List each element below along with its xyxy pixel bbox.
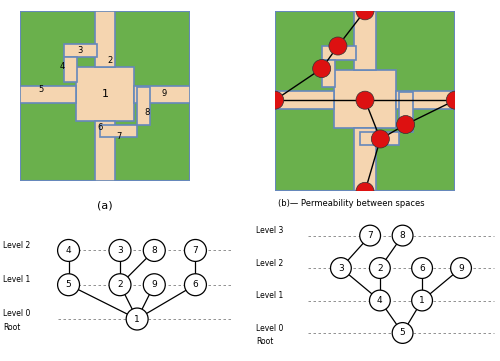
Circle shape [184,239,206,261]
Text: 2: 2 [377,264,382,273]
Text: Level 2: Level 2 [4,241,30,250]
Text: 3: 3 [78,46,83,55]
Text: 8: 8 [400,231,406,240]
Circle shape [396,116,414,134]
Circle shape [446,91,464,109]
Circle shape [370,258,390,278]
Circle shape [392,323,413,343]
Bar [334,70,396,128]
Text: Level 0: Level 0 [256,323,284,332]
Text: 3: 3 [117,246,123,255]
Text: 9: 9 [458,264,464,273]
Text: 2: 2 [117,280,123,289]
Circle shape [372,130,390,148]
Circle shape [330,258,351,278]
Bar [64,57,77,82]
Bar [396,91,456,109]
Circle shape [58,239,80,261]
Text: 9: 9 [162,90,167,99]
Circle shape [360,225,380,246]
Bar [137,87,150,125]
Text: Level 1: Level 1 [4,275,30,284]
Text: 4: 4 [377,296,382,305]
Text: 2: 2 [108,56,112,65]
Text: 4: 4 [66,246,71,255]
Circle shape [329,37,347,55]
Text: 5: 5 [66,280,71,289]
Text: 1: 1 [134,314,140,323]
Bar [275,91,334,109]
Circle shape [109,274,131,296]
Text: 9: 9 [152,280,157,289]
Bar [64,44,96,57]
Text: 6: 6 [419,264,425,273]
Text: 5: 5 [400,329,406,338]
Bar [100,125,137,137]
Bar [95,11,115,67]
Text: Root: Root [4,323,21,332]
Circle shape [356,2,374,20]
Text: (b)— Permeability between spaces: (b)— Permeability between spaces [278,199,425,208]
Text: 8: 8 [144,108,150,117]
Bar [360,132,400,145]
Circle shape [126,308,148,330]
Circle shape [356,182,374,200]
Text: Level 2: Level 2 [256,259,283,268]
Circle shape [144,239,166,261]
Text: 7: 7 [192,246,198,255]
Text: 7: 7 [368,231,373,240]
Text: 8: 8 [152,246,157,255]
Bar [95,121,115,180]
Text: 1: 1 [419,296,425,305]
Circle shape [144,274,166,296]
Text: (a): (a) [97,201,113,211]
Circle shape [109,239,131,261]
Text: Level 0: Level 0 [4,309,31,318]
Circle shape [356,91,374,109]
Text: 6: 6 [192,280,198,289]
Circle shape [184,274,206,296]
Text: Level 3: Level 3 [256,226,284,235]
Circle shape [412,290,432,311]
Text: 4: 4 [60,62,65,71]
Text: 1: 1 [102,89,108,99]
Circle shape [312,60,330,78]
Bar [354,128,376,191]
Bar [134,86,190,103]
Circle shape [450,258,471,278]
Circle shape [370,290,390,311]
Circle shape [266,91,284,109]
Text: 6: 6 [97,123,102,132]
Circle shape [58,274,80,296]
Circle shape [392,225,413,246]
Bar [76,67,134,121]
Bar [322,46,356,60]
Text: Root: Root [256,336,274,345]
Text: 3: 3 [338,264,344,273]
Bar [20,86,76,103]
Circle shape [412,258,432,278]
Text: 5: 5 [38,85,43,94]
Text: Level 1: Level 1 [256,291,283,300]
Text: 7: 7 [116,132,121,141]
Bar [322,60,335,87]
Bar [400,92,413,132]
Bar [354,11,376,70]
